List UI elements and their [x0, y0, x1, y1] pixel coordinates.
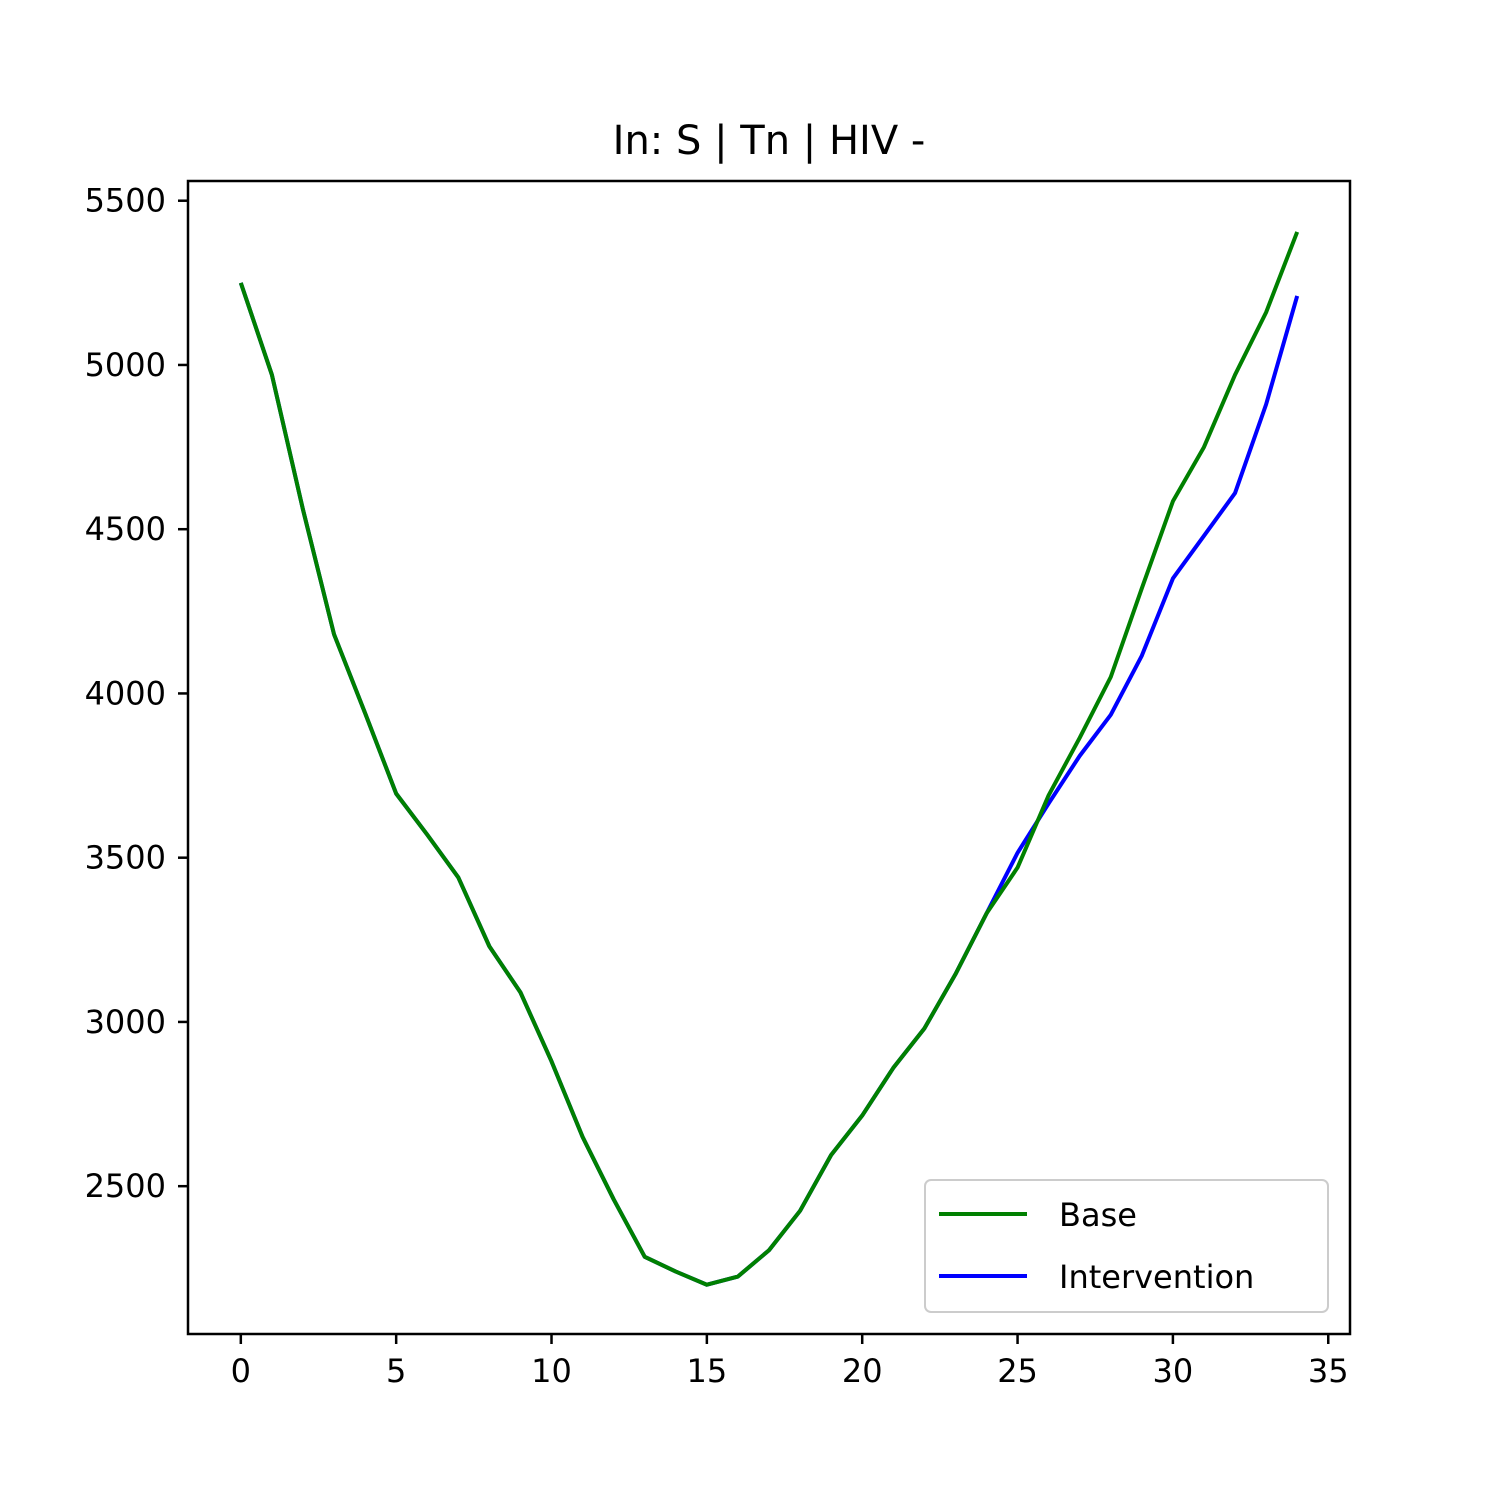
x-tick-label: 0: [231, 1352, 251, 1390]
x-tick-label: 15: [687, 1352, 728, 1390]
x-tick-label: 35: [1308, 1352, 1349, 1390]
x-tick-label: 20: [842, 1352, 883, 1390]
legend-label-intervention: Intervention: [1059, 1258, 1254, 1296]
x-tick-label: 30: [1153, 1352, 1194, 1390]
plot-area: [238, 231, 1300, 1287]
y-tick-label: 5500: [85, 182, 166, 220]
legend-label-base: Base: [1059, 1196, 1137, 1234]
y-tick-label: 3000: [85, 1003, 166, 1041]
y-tick-label: 3500: [85, 839, 166, 877]
y-tick-label: 5000: [85, 346, 166, 384]
axes-frame: [186, 179, 1352, 1336]
y-tick-label: 2500: [85, 1167, 166, 1205]
series-line-intervention: [238, 282, 1300, 1287]
y-tick-label: 4000: [85, 674, 166, 712]
axes: 0 5 10 15 20 25 30 35 2500 3000 3500 4000 4500 5000 55…: [85, 179, 1352, 1390]
x-tick-label: 5: [386, 1352, 406, 1390]
y-tick-label: 4500: [85, 510, 166, 548]
x-tick-label: 10: [531, 1352, 572, 1390]
series-line-base: [238, 231, 1300, 1287]
x-tick-label: 25: [997, 1352, 1038, 1390]
legend: Base Intervention: [924, 1179, 1329, 1313]
chart-title: In: S | Tn | HIV -: [613, 118, 926, 164]
